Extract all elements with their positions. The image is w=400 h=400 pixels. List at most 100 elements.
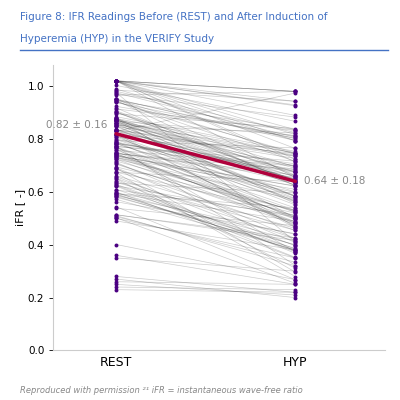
Point — [292, 249, 298, 255]
Point — [113, 212, 119, 219]
Point — [113, 143, 119, 150]
Point — [113, 164, 119, 171]
Point — [292, 224, 298, 231]
Point — [292, 179, 298, 185]
Point — [113, 191, 119, 197]
Point — [113, 120, 119, 126]
Point — [113, 96, 119, 102]
Point — [113, 97, 119, 104]
Point — [113, 134, 119, 140]
Point — [113, 144, 119, 150]
Point — [113, 126, 119, 132]
Point — [113, 117, 119, 123]
Point — [292, 247, 298, 254]
Point — [292, 220, 298, 226]
Point — [292, 280, 298, 286]
Point — [292, 215, 298, 221]
Point — [113, 190, 119, 197]
Point — [113, 88, 119, 94]
Point — [292, 194, 298, 200]
Point — [292, 237, 298, 244]
Point — [113, 121, 119, 127]
Point — [292, 281, 298, 288]
Point — [292, 126, 298, 133]
Point — [292, 88, 298, 95]
Point — [292, 169, 298, 176]
Point — [113, 212, 119, 218]
Point — [292, 176, 298, 183]
Point — [292, 180, 298, 186]
Point — [292, 243, 298, 249]
Point — [292, 155, 298, 162]
Point — [113, 78, 119, 84]
Point — [113, 123, 119, 130]
Point — [292, 265, 298, 271]
Point — [292, 102, 298, 108]
Point — [292, 169, 298, 176]
Point — [113, 110, 119, 116]
Point — [113, 140, 119, 147]
Point — [292, 210, 298, 216]
Point — [292, 221, 298, 228]
Point — [113, 158, 119, 164]
Point — [292, 135, 298, 142]
Point — [113, 98, 119, 104]
Point — [113, 114, 119, 120]
Point — [113, 128, 119, 134]
Point — [113, 136, 119, 143]
Point — [292, 199, 298, 205]
Point — [292, 201, 298, 207]
Point — [292, 158, 298, 164]
Point — [113, 205, 119, 212]
Point — [292, 245, 298, 252]
Point — [292, 219, 298, 225]
Point — [292, 133, 298, 139]
Point — [292, 150, 298, 157]
Point — [113, 128, 119, 134]
Point — [292, 246, 298, 252]
Point — [113, 281, 119, 288]
Point — [292, 269, 298, 275]
Point — [113, 154, 119, 160]
Point — [113, 218, 119, 224]
Point — [113, 169, 119, 175]
Point — [113, 152, 119, 158]
Point — [292, 127, 298, 134]
Point — [292, 129, 298, 136]
Point — [113, 132, 119, 138]
Point — [113, 159, 119, 166]
Point — [292, 163, 298, 169]
Point — [113, 276, 119, 282]
Point — [113, 87, 119, 93]
Point — [292, 162, 298, 169]
Point — [292, 159, 298, 165]
Point — [292, 247, 298, 253]
Point — [292, 248, 298, 255]
Text: 0.82 ± 0.16: 0.82 ± 0.16 — [46, 120, 107, 130]
Point — [292, 150, 298, 156]
Point — [113, 176, 119, 182]
Point — [113, 139, 119, 145]
Point — [292, 165, 298, 172]
Point — [113, 196, 119, 202]
Point — [292, 292, 298, 298]
Point — [292, 225, 298, 232]
Point — [113, 198, 119, 205]
Point — [292, 239, 298, 245]
Point — [292, 176, 298, 182]
Point — [292, 235, 298, 241]
Point — [292, 281, 298, 288]
Point — [292, 198, 298, 205]
Point — [113, 156, 119, 162]
Point — [292, 236, 298, 242]
Point — [113, 252, 119, 258]
Point — [113, 177, 119, 184]
Point — [292, 238, 298, 244]
Point — [113, 156, 119, 162]
Point — [113, 136, 119, 142]
Point — [113, 120, 119, 126]
Point — [113, 181, 119, 188]
Point — [113, 96, 119, 102]
Point — [292, 289, 298, 296]
Point — [292, 150, 298, 156]
